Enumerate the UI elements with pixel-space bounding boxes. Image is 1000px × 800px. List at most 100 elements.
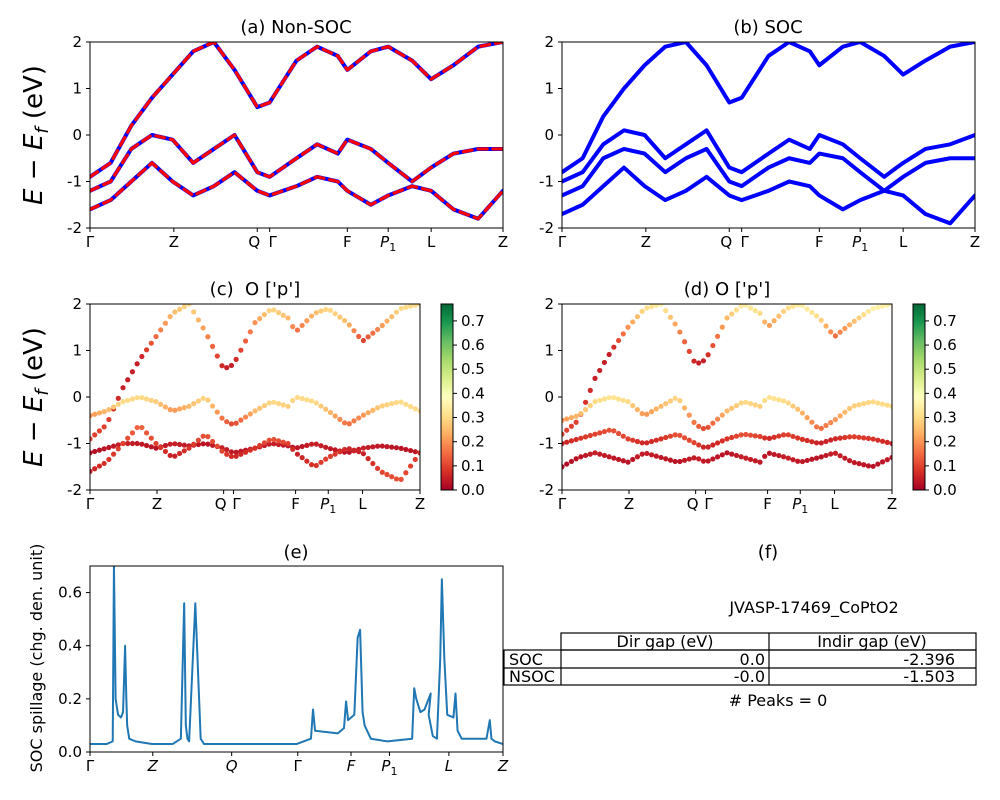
scatter-point <box>238 417 244 423</box>
scatter-point <box>804 306 810 312</box>
scatter-point <box>389 444 395 450</box>
scatter-point <box>879 304 886 309</box>
scatter-point <box>384 402 390 408</box>
scatter-point <box>634 454 641 460</box>
scatter-point <box>813 313 820 319</box>
scatter-point <box>578 435 584 441</box>
scatter-point <box>285 440 291 447</box>
panel-e-plot: 0.0 0.2 0.4 0.6 Γ Z Q Γ F P1 L Z <box>58 565 509 778</box>
scatter-point <box>181 304 187 310</box>
scatter-point <box>393 309 400 315</box>
scatter-point <box>884 402 890 408</box>
scatter-point <box>889 440 892 447</box>
scatter-point <box>691 440 697 446</box>
scatter-point <box>686 456 692 462</box>
scatter-point <box>318 459 324 465</box>
x-tick-label: Z <box>147 757 159 775</box>
scatter-point <box>360 451 367 457</box>
scatter-point <box>370 330 376 336</box>
scatter-point <box>865 399 872 406</box>
scatter-point <box>90 436 93 442</box>
scatter-point <box>804 437 810 444</box>
scatter-point <box>818 454 824 460</box>
scatter-point <box>172 441 178 447</box>
scatter-point <box>299 396 305 402</box>
scatter-point <box>143 347 150 353</box>
scatter-point <box>856 402 862 408</box>
scatter-point <box>743 455 749 461</box>
scatter-point <box>327 409 334 416</box>
scatter-point <box>233 420 239 426</box>
scatter-point <box>757 310 763 316</box>
scatter-point <box>323 456 329 462</box>
scatter-point <box>766 450 773 456</box>
y-tick-label: -1 <box>67 173 82 191</box>
scatter-point <box>597 430 603 436</box>
scatter-point <box>129 440 136 447</box>
scatter-point <box>90 468 93 474</box>
scatter-point <box>379 403 385 409</box>
scatter-point <box>106 456 112 463</box>
scatter-point <box>846 434 853 440</box>
scatter-point <box>351 418 357 424</box>
scatter-point <box>568 458 575 465</box>
y-tick-label: 2 <box>544 33 554 51</box>
scatter-point <box>861 401 867 407</box>
scatter-point <box>884 439 890 445</box>
table-row-nsoc-label: NSOC <box>509 667 555 686</box>
scatter-point <box>403 401 409 407</box>
scatter-point <box>261 440 268 446</box>
scatter-point <box>804 415 810 421</box>
x-tick-label: F <box>815 233 824 251</box>
panel-d-title: (d) O ['p'] <box>684 279 770 300</box>
scatter-point <box>592 431 598 437</box>
scatter-point <box>592 450 598 456</box>
y-tick-label: 2 <box>72 33 82 51</box>
scatter-point <box>337 314 343 320</box>
scatter-point <box>738 432 744 438</box>
scatter-point <box>851 318 857 324</box>
scatter-point <box>398 305 404 312</box>
table-row-soc-dir: 0.0 <box>740 650 765 669</box>
scatter-point <box>648 452 655 458</box>
y-tick-label: -2 <box>539 481 554 499</box>
scatter-point <box>766 394 773 401</box>
scatter-point <box>568 423 575 429</box>
scatter-point <box>125 440 131 447</box>
scatter-point <box>191 441 197 447</box>
y-tick-label: 1 <box>72 80 82 98</box>
scatter-point <box>181 405 187 411</box>
scatter-point <box>200 395 206 401</box>
scatter-point <box>407 403 414 410</box>
scatter-point <box>346 421 352 427</box>
scatter-point <box>861 312 867 318</box>
y-tick-label: 1 <box>544 80 554 98</box>
scatter-point <box>837 435 843 441</box>
scatter-point <box>615 430 622 437</box>
scatter-point <box>398 399 404 405</box>
scatter-point <box>356 415 362 421</box>
scatter-point <box>752 308 758 314</box>
scatter-point <box>568 414 575 421</box>
x-tick-label: Γ <box>294 757 303 775</box>
scatter-point <box>625 399 631 405</box>
scatter-point <box>780 454 787 460</box>
panel-c-colorbar: 0.0 0.1 0.2 0.3 0.4 0.5 0.6 0.7 <box>440 303 485 499</box>
colorbar-tick-label: 0.0 <box>461 481 485 499</box>
panel-e-ylabel: SOC spillage (chg. den. unit) <box>27 544 46 773</box>
y-tick-label: 2 <box>544 295 554 313</box>
scatter-point <box>374 443 381 449</box>
scatter-point <box>266 441 272 447</box>
scatter-point <box>360 337 367 344</box>
scatter-point <box>120 440 126 447</box>
scatter-point <box>308 462 315 468</box>
scatter-point <box>562 431 565 437</box>
scatter-point <box>153 440 159 447</box>
scatter-point <box>837 329 843 335</box>
scatter-point <box>96 428 103 434</box>
scatter-point <box>832 333 839 339</box>
table-caption: JVASP-17469_CoPtO2 <box>728 598 898 618</box>
